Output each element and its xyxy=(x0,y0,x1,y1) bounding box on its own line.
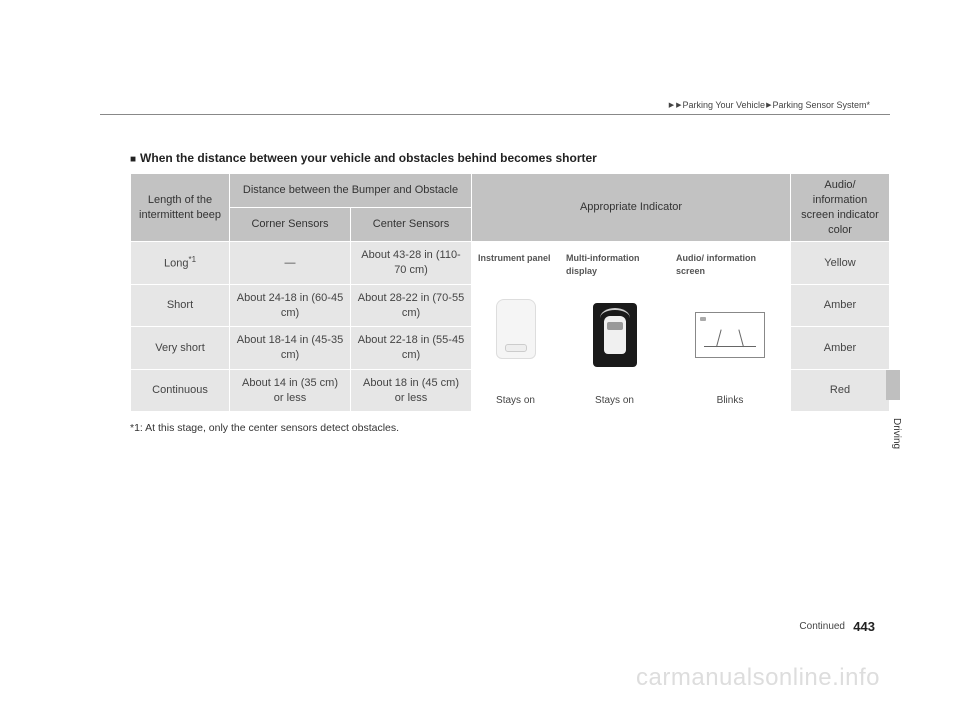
heading-text: When the distance between your vehicle a… xyxy=(140,151,597,165)
header-divider xyxy=(100,114,890,115)
cell-color: Yellow xyxy=(791,242,890,285)
th-color: Audio/ information screen indicator colo… xyxy=(791,174,890,242)
square-bullet-icon: ■ xyxy=(130,154,136,165)
indicator-caption: Stays on xyxy=(566,394,663,408)
cell-color: Amber xyxy=(791,284,890,327)
cell-beep: Long*1 xyxy=(131,242,230,285)
cell-beep: Very short xyxy=(131,327,230,370)
indicator-label: Multi-information display xyxy=(566,252,663,276)
footnote: *1: At this stage, only the center senso… xyxy=(130,422,890,434)
breadcrumb-parent: Parking Your Vehicle xyxy=(683,100,766,110)
indicator-panel-screen: Audio/ information screen Blinks xyxy=(670,242,791,412)
th-indicator: Appropriate Indicator xyxy=(472,174,791,242)
instrument-panel-icon xyxy=(478,265,553,394)
cell-corner: — xyxy=(230,242,351,285)
chevron-right-icon: ▶ xyxy=(676,102,681,109)
breadcrumb: ▶▶Parking Your Vehicle▶Parking Sensor Sy… xyxy=(668,100,870,110)
cell-center: About 28-22 in (70-55 cm) xyxy=(351,284,472,327)
cell-corner: About 14 in (35 cm) or less xyxy=(230,369,351,412)
watermark: carmanualsonline.info xyxy=(636,664,880,692)
audio-screen-icon xyxy=(676,277,784,394)
multi-info-display-icon xyxy=(566,277,663,394)
indicator-caption: Stays on xyxy=(478,394,553,408)
th-center: Center Sensors xyxy=(351,208,472,242)
cell-beep: Continuous xyxy=(131,369,230,412)
continued-label: Continued xyxy=(799,621,845,632)
indicator-panel-instrument: Instrument panel Stays on xyxy=(472,242,560,412)
indicator-label: Instrument panel xyxy=(478,252,553,264)
th-distance: Distance between the Bumper and Obstacle xyxy=(230,174,472,208)
page-number: 443 xyxy=(853,619,875,634)
indicator-panel-mid: Multi-information display Stays on xyxy=(560,242,670,412)
page-content: ▶▶Parking Your Vehicle▶Parking Sensor Sy… xyxy=(0,0,960,434)
chevron-right-icon: ▶ xyxy=(766,102,771,109)
indicator-label: Audio/ information screen xyxy=(676,252,784,276)
breadcrumb-child: Parking Sensor System* xyxy=(772,100,870,110)
cell-corner: About 18-14 in (45-35 cm) xyxy=(230,327,351,370)
th-beep: Length of the intermittent beep xyxy=(131,174,230,242)
table-row: Long*1 — About 43-28 in (110-70 cm) Inst… xyxy=(131,242,890,285)
sensor-distance-table: Length of the intermittent beep Distance… xyxy=(130,173,890,412)
cell-color: Amber xyxy=(791,327,890,370)
cell-center: About 18 in (45 cm) or less xyxy=(351,369,472,412)
chapter-tab xyxy=(886,370,900,400)
cell-corner: About 24-18 in (60-45 cm) xyxy=(230,284,351,327)
chevron-right-icon: ▶ xyxy=(669,102,674,109)
section-heading: ■ When the distance between your vehicle … xyxy=(130,151,890,165)
cell-center: About 22-18 in (55-45 cm) xyxy=(351,327,472,370)
cell-color: Red xyxy=(791,369,890,412)
indicator-caption: Blinks xyxy=(676,394,784,408)
th-corner: Corner Sensors xyxy=(230,208,351,242)
cell-center: About 43-28 in (110-70 cm) xyxy=(351,242,472,285)
chapter-label: Driving xyxy=(891,418,902,449)
cell-beep: Short xyxy=(131,284,230,327)
